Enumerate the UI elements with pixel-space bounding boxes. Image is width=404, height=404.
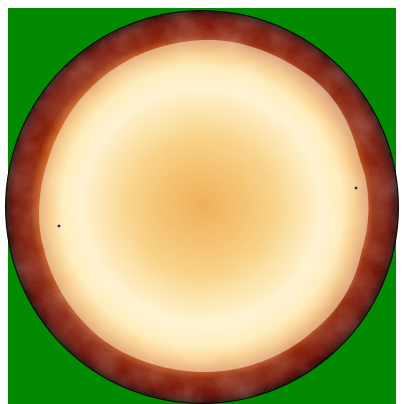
speck-left	[57, 224, 61, 228]
speck-right	[354, 186, 358, 190]
